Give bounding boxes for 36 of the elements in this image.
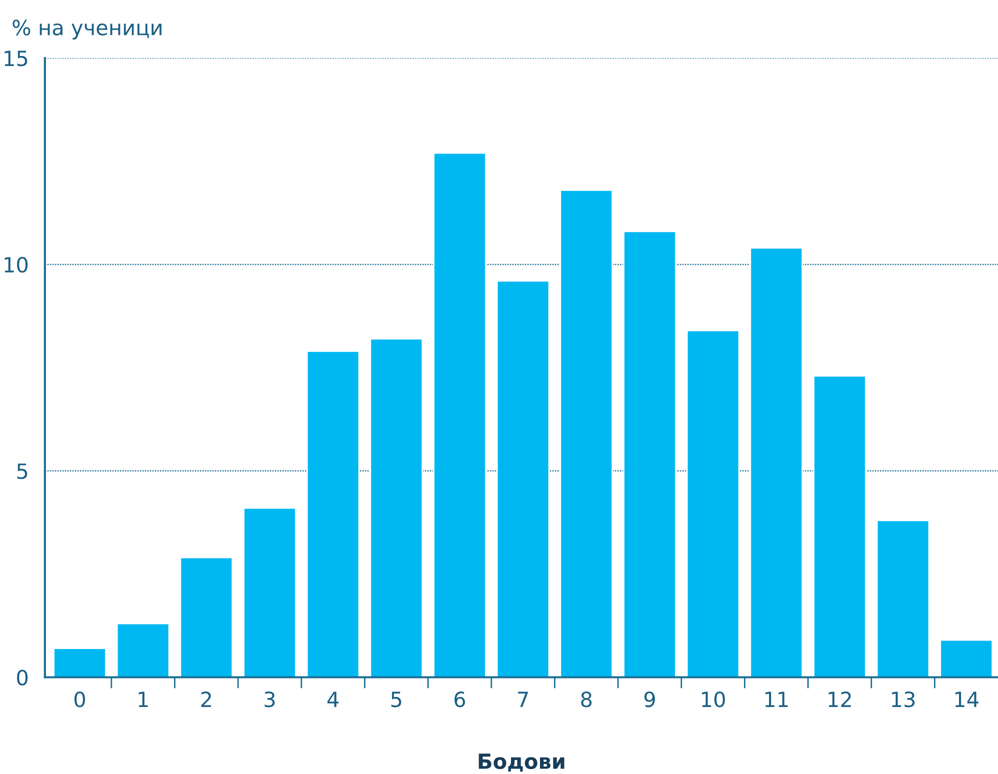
bar [750,247,804,678]
x-tick-label: 2 [201,692,211,707]
y-tick-label: 15 [4,50,28,66]
bar [180,556,234,678]
x-tick-label: 9 [644,692,655,708]
bar [53,648,106,678]
bar [560,189,614,678]
x-tick-label: 13 [892,692,915,708]
bar [686,330,740,678]
bar [876,520,930,678]
x-tick-label: 0 [74,692,85,708]
y-tick-label: 0 [17,670,28,686]
x-tick-label: 12 [828,692,851,707]
x-tick-label: 3 [264,692,275,708]
x-axis-title: Бодови [478,754,564,772]
y-axis-title: % на ученици [12,20,162,40]
bar [243,507,296,678]
bar [496,280,550,678]
y-tick-label: 5 [17,464,28,480]
bar [813,375,866,678]
bar [433,152,486,678]
x-tick-label: 8 [581,692,592,708]
x-tick-label: 10 [702,692,725,708]
x-tick-label: 5 [391,692,402,708]
bar [370,338,424,678]
bar [306,350,360,678]
x-tick-label: 7 [518,692,528,707]
bar [116,622,170,678]
bar [623,230,676,678]
x-tick-label: 1 [138,692,148,707]
bar [940,639,993,678]
x-tick-label: 14 [955,692,978,707]
x-tick-label: 11 [765,692,788,707]
x-tick-label: 6 [454,692,466,708]
y-tick-label: 10 [4,256,28,273]
x-tick-label: 4 [327,692,339,707]
